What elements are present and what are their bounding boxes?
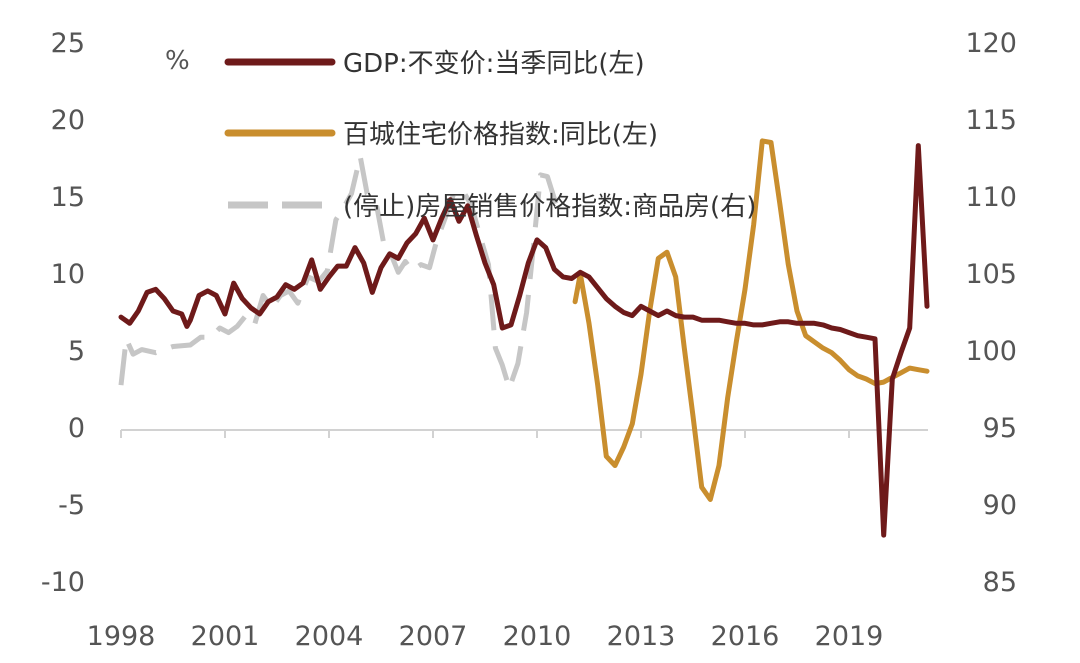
y-left-tick: -5 (58, 490, 85, 521)
y-right-tick: 85 (983, 567, 1017, 598)
y-left-unit: % (165, 46, 190, 76)
y-left-tick: -10 (41, 567, 85, 598)
y-right-tick: 105 (965, 259, 1017, 290)
x-tick-label: 2019 (815, 621, 884, 652)
y-right-tick: 100 (965, 336, 1017, 367)
y-right-tick: 115 (965, 105, 1017, 136)
x-axis: 1998 2001 2004 2007 2010 2013 2016 2019 (87, 430, 884, 652)
y-left-tick: 10 (51, 259, 85, 290)
y-right-tick: 90 (983, 490, 1017, 521)
x-tick-label: 2013 (607, 621, 676, 652)
legend-label-baicheng: 百城住宅价格指数:同比(左) (343, 120, 658, 150)
x-tick-label: 2004 (295, 621, 364, 652)
legend-label-gdp: GDP:不变价:当季同比(左) (343, 49, 645, 79)
y-left-tick: 5 (68, 336, 85, 367)
y-right-tick: 95 (983, 413, 1017, 444)
right-axis: 120 115 110 105 100 95 90 85 (965, 28, 1017, 598)
legend: GDP:不变价:当季同比(左) 百城住宅价格指数:同比(左) (停止)房屋销售价… (224, 49, 756, 222)
series-line-gdp (118, 143, 930, 538)
x-tick-label: 2001 (191, 621, 260, 652)
x-tick-label: 2016 (711, 621, 780, 652)
x-tick-label: 1998 (87, 621, 156, 652)
legend-label-house: (停止)房屋销售价格指数:商品房(右) (343, 192, 756, 222)
y-left-tick: 0 (68, 413, 85, 444)
left-axis: 25 20 15 10 5 0 -5 -10 (41, 28, 85, 598)
series-line-baicheng-index (572, 138, 930, 502)
x-tick-label: 2010 (503, 621, 572, 652)
y-right-tick: 120 (965, 28, 1017, 59)
y-right-tick: 110 (965, 182, 1017, 213)
series-line-house-price-index (118, 153, 559, 391)
x-tick-label: 2007 (399, 621, 468, 652)
y-left-tick: 20 (51, 105, 85, 136)
y-left-tick: 25 (51, 28, 85, 59)
y-left-tick: 15 (51, 182, 85, 213)
